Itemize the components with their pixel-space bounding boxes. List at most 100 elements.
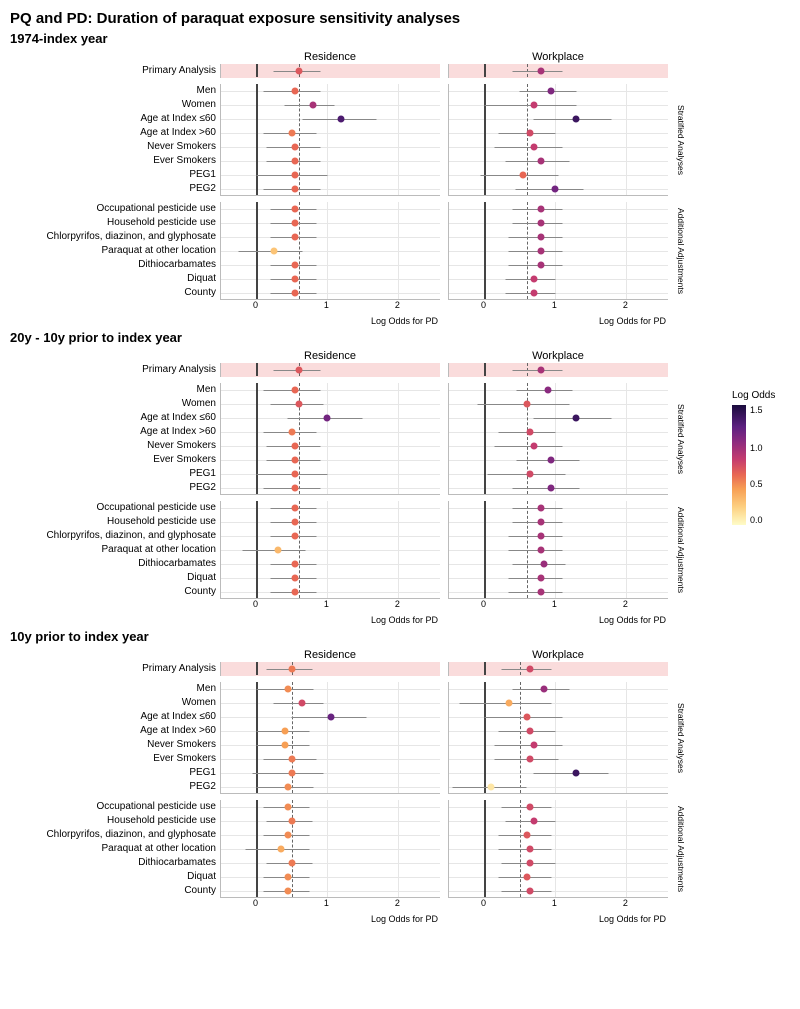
row-label: PEG1 <box>6 766 216 780</box>
row-label: Primary Analysis <box>6 64 216 78</box>
forest-point <box>292 457 299 464</box>
forest-point <box>292 533 299 540</box>
facet: Residence012Log Odds for PD <box>220 648 440 924</box>
x-axis: 012 <box>448 300 668 314</box>
forest-point <box>527 130 534 137</box>
row-label: Dithiocarbamates <box>6 258 216 272</box>
strip-label: Stratified Analyses <box>676 404 686 474</box>
forest-point <box>292 234 299 241</box>
forest-point <box>288 770 295 777</box>
row-label: Women <box>6 98 216 112</box>
forest-point <box>523 401 530 408</box>
x-tick: 1 <box>552 300 557 310</box>
row-label: Dithiocarbamates <box>6 557 216 571</box>
row-label: Never Smokers <box>6 140 216 154</box>
row-labels: Primary AnalysisMenWomenAge at Index ≤60… <box>6 50 220 300</box>
forest-point <box>523 874 530 881</box>
x-axis-title: Log Odds for PD <box>220 914 440 924</box>
row-label: Chlorpyrifos, diazinon, and glyphosate <box>6 230 216 244</box>
forest-point <box>527 666 534 673</box>
x-tick: 0 <box>253 300 258 310</box>
x-axis-title: Log Odds for PD <box>220 316 440 326</box>
row-label: Diquat <box>6 870 216 884</box>
forest-point <box>292 262 299 269</box>
forest-point <box>292 443 299 450</box>
forest-panel <box>448 202 668 300</box>
forest-point <box>541 561 548 568</box>
row-label: Occupational pesticide use <box>6 800 216 814</box>
forest-point <box>288 429 295 436</box>
forest-point <box>338 116 345 123</box>
row-label: County <box>6 286 216 300</box>
svg-text:0.0: 0.0 <box>750 515 763 525</box>
row-label: Age at Index >60 <box>6 126 216 140</box>
row-label: Household pesticide use <box>6 515 216 529</box>
facet-title: Workplace <box>448 648 668 662</box>
forest-point <box>327 714 334 721</box>
forest-point <box>285 888 292 895</box>
row-label: Paraquat at other location <box>6 244 216 258</box>
forest-panel <box>448 662 668 676</box>
forest-point <box>292 158 299 165</box>
x-axis: 012 <box>448 898 668 912</box>
forest-point <box>537 234 544 241</box>
forest-point <box>323 415 330 422</box>
forest-point <box>548 88 555 95</box>
strip-labels: Stratified Analyses Additional Adjustment… <box>668 349 686 599</box>
row-label: Occupational pesticide use <box>6 501 216 515</box>
forest-point <box>288 666 295 673</box>
forest-point <box>292 186 299 193</box>
strip-label: Stratified Analyses <box>676 105 686 175</box>
strip-label: Additional Adjustments <box>676 507 686 593</box>
forest-point <box>292 561 299 568</box>
forest-point <box>506 700 513 707</box>
row-labels: Primary AnalysisMenWomenAge at Index ≤60… <box>6 648 220 898</box>
forest-point <box>292 519 299 526</box>
svg-text:1.0: 1.0 <box>750 443 763 453</box>
x-tick: 0 <box>253 898 258 908</box>
forest-point <box>530 290 537 297</box>
facet-title: Workplace <box>448 50 668 64</box>
row-label: Chlorpyrifos, diazinon, and glyphosate <box>6 529 216 543</box>
forest-point <box>285 804 292 811</box>
forest-point <box>530 818 537 825</box>
forest-panel <box>448 84 668 196</box>
facet-title: Residence <box>220 50 440 64</box>
row-label: Diquat <box>6 272 216 286</box>
forest-point <box>292 505 299 512</box>
forest-point <box>548 485 555 492</box>
section: Primary AnalysisMenWomenAge at Index ≤60… <box>6 648 794 924</box>
forest-panel <box>448 64 668 78</box>
forest-panel <box>220 501 440 599</box>
facet: Workplace012Log Odds for PD <box>448 349 668 625</box>
x-tick: 2 <box>623 300 628 310</box>
legend-bar: 0.0 0.5 1.0 1.5 <box>732 405 776 525</box>
forest-point <box>292 144 299 151</box>
row-label: Age at Index ≤60 <box>6 112 216 126</box>
forest-panel <box>220 64 440 78</box>
x-axis: 012 <box>220 300 440 314</box>
forest-point <box>527 888 534 895</box>
forest-point <box>537 505 544 512</box>
forest-point <box>537 575 544 582</box>
strip-label: Additional Adjustments <box>676 806 686 892</box>
row-label: PEG2 <box>6 780 216 794</box>
legend-title: Log Odds <box>732 390 792 401</box>
forest-point <box>292 276 299 283</box>
facet-title: Workplace <box>448 349 668 363</box>
forest-point <box>537 68 544 75</box>
forest-point <box>530 443 537 450</box>
row-label: Ever Smokers <box>6 453 216 467</box>
x-axis: 012 <box>448 599 668 613</box>
forest-point <box>288 860 295 867</box>
forest-point <box>530 144 537 151</box>
forest-panel <box>220 363 440 377</box>
row-label: Men <box>6 682 216 696</box>
strip-labels: Stratified AnalysesAdditional Adjustment… <box>668 50 686 300</box>
section-title: 10y prior to index year <box>10 629 794 644</box>
row-label: Paraquat at other location <box>6 543 216 557</box>
row-label: Women <box>6 696 216 710</box>
x-tick: 0 <box>481 599 486 609</box>
forest-panel <box>220 202 440 300</box>
forest-point <box>292 471 299 478</box>
